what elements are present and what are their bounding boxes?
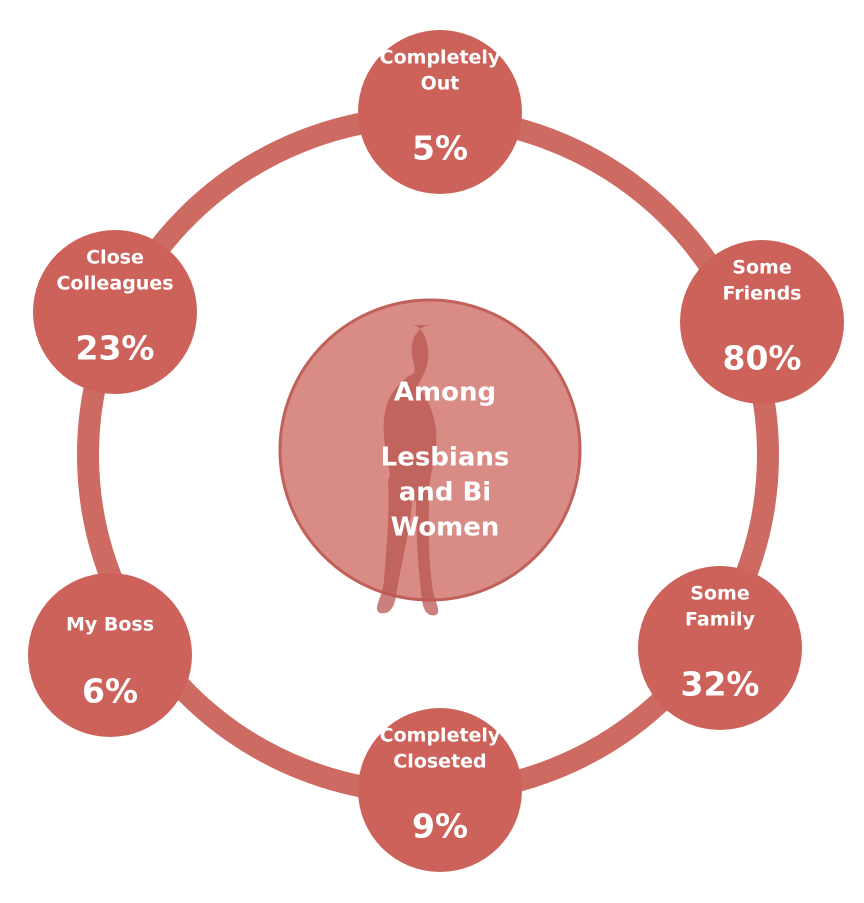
- node-circle: [33, 230, 197, 394]
- silhouette: [376, 325, 439, 616]
- node-value: 5%: [412, 129, 468, 168]
- node-circle: [28, 573, 192, 737]
- node-label: Out: [421, 73, 460, 95]
- node-label: Friends: [723, 283, 802, 305]
- node-value: 9%: [412, 807, 468, 846]
- node-label: Some: [732, 257, 791, 279]
- node-circle: [358, 708, 522, 872]
- node-label: Close: [86, 247, 144, 269]
- node-label: My Boss: [66, 614, 154, 636]
- center-label: Women: [391, 513, 500, 543]
- node-label: Some: [690, 583, 749, 605]
- node-label: Closeted: [393, 751, 486, 773]
- node-label: Completely: [380, 47, 501, 69]
- center-label: and Bi: [399, 478, 491, 508]
- node-value: 6%: [82, 672, 138, 711]
- node-label: Colleagues: [56, 273, 173, 295]
- center-label: Lesbians: [381, 443, 510, 473]
- node-label: Family: [685, 609, 756, 631]
- node-circle: [638, 566, 802, 730]
- node-label: Completely: [380, 725, 501, 747]
- node-value: 32%: [681, 665, 760, 704]
- node-value: 23%: [76, 329, 155, 368]
- node-value: 80%: [723, 339, 802, 378]
- node-circle: [358, 30, 522, 194]
- center-label: Among: [394, 378, 496, 408]
- node-circle: [680, 240, 844, 404]
